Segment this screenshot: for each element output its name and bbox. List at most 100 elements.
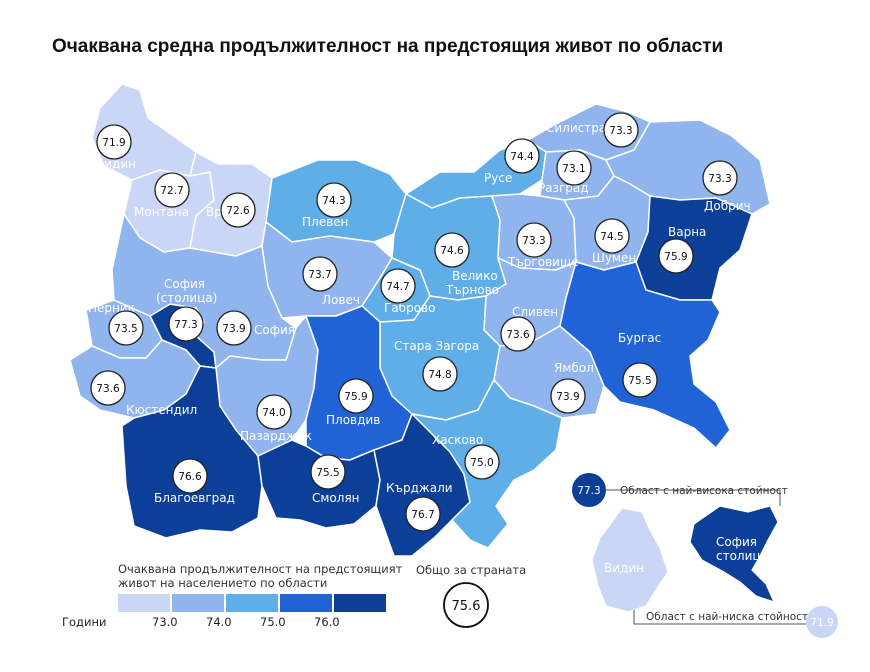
inset-sofia-capital-label-1: София	[716, 535, 757, 549]
country-total-badge: 75.6	[443, 582, 489, 628]
badge-smolyan: 75.5	[310, 454, 346, 490]
badge-shumen: 74.5	[594, 218, 630, 254]
svg-text:73.3: 73.3	[609, 125, 632, 137]
badge-blagoevgrad: 76.6	[172, 458, 208, 494]
badge-varna: 75.9	[658, 238, 694, 274]
label-sofia-capital-2: (столица)	[156, 291, 217, 305]
country-total-label: Общо за страната	[416, 563, 527, 577]
label-haskovo: Хасково	[432, 433, 483, 447]
badge-yambol: 73.9	[550, 378, 586, 414]
label-plovdiv: Пловдив	[326, 413, 380, 427]
legend-swatch-3	[226, 594, 278, 612]
inset-vidin-shape	[591, 507, 669, 613]
svg-text:71.9: 71.9	[102, 137, 125, 149]
highest-value-dot	[572, 473, 606, 507]
badge-sofia: 73.9	[216, 310, 252, 346]
inset-panel: 77.3 Област с най-висока стойност Видин …	[572, 473, 838, 638]
svg-text:74.8: 74.8	[428, 369, 451, 381]
legend-tick: 76.0	[314, 615, 340, 629]
badge-burgas: 75.5	[622, 362, 658, 398]
svg-text:73.3: 73.3	[708, 173, 731, 185]
legend-swatch-5	[334, 594, 386, 612]
svg-text:73.6: 73.6	[96, 383, 120, 395]
svg-text:77.3: 77.3	[577, 485, 600, 497]
label-varna: Варна	[668, 225, 706, 239]
legend-title-line2: живот на населението по области	[118, 576, 328, 590]
svg-text:71.9: 71.9	[810, 617, 833, 629]
svg-text:73.9: 73.9	[222, 323, 245, 335]
svg-text:73.6: 73.6	[506, 329, 530, 341]
label-blagoevgrad: Благоевград	[154, 491, 235, 505]
label-gabrovo: Габрово	[384, 301, 435, 315]
label-silistra: Силистра	[546, 121, 606, 135]
label-lovech: Ловеч	[322, 293, 360, 307]
region-varna[interactable]	[635, 195, 753, 301]
svg-text:73.3: 73.3	[522, 235, 545, 247]
label-targovishte: Търговище	[507, 255, 579, 269]
svg-text:75.5: 75.5	[628, 375, 651, 387]
badge-razgrad: 73.1	[556, 150, 592, 186]
label-stara-zagora: Стара Загора	[394, 339, 479, 353]
badge-sofia-capital: 77.3	[168, 306, 204, 342]
badge-montana: 72.7	[154, 172, 190, 208]
legend-tick: 73.0	[152, 615, 178, 629]
inset-sofia-capital-shape	[689, 505, 779, 603]
svg-text:77.3: 77.3	[174, 319, 197, 331]
legend-title: Очаквана продължителност на предстоящият…	[118, 562, 408, 590]
label-sliven: Сливен	[512, 305, 558, 319]
badge-kyustendil: 73.6	[90, 370, 126, 406]
lowest-value-dot	[806, 606, 838, 638]
label-sofia-capital-1: София	[164, 277, 205, 291]
badge-stara-zagora: 74.8	[422, 356, 458, 392]
label-pazardzhik: Пазарджик	[240, 429, 312, 443]
legend-title-line1: Очаквана продължителност на предстоящият	[118, 562, 403, 576]
inset-sofia-capital-label-2: столица	[716, 549, 768, 563]
svg-text:74.3: 74.3	[322, 195, 345, 207]
label-veliko-tarnovo-2: Търново	[445, 283, 499, 297]
badge-vratsa: 72.6	[220, 192, 256, 228]
label-smolyan: Смолян	[312, 491, 360, 505]
label-vidin: Видин	[96, 157, 136, 171]
svg-text:76.7: 76.7	[411, 509, 434, 521]
label-burgas: Бургас	[618, 331, 661, 345]
svg-text:75.9: 75.9	[344, 391, 367, 403]
svg-text:75.6: 75.6	[452, 599, 481, 614]
svg-text:73.7: 73.7	[308, 269, 331, 281]
region-burgas[interactable]	[559, 261, 731, 449]
legend-units: Години	[62, 615, 107, 629]
badge-pleven: 74.3	[316, 182, 352, 218]
label-shumen: Шумен	[592, 251, 636, 265]
badge-pernik: 73.5	[108, 310, 144, 346]
label-veliko-tarnovo-1: Велико	[452, 269, 498, 283]
label-sofia: София	[254, 323, 295, 337]
label-montana: Монтана	[134, 205, 189, 219]
badge-kardzhali: 76.7	[405, 496, 441, 532]
svg-text:74.7: 74.7	[386, 281, 409, 293]
badge-dobrich: 73.3	[702, 160, 738, 196]
badge-sliven: 73.6	[500, 316, 536, 352]
badge-plovdiv: 75.9	[338, 378, 374, 414]
svg-text:74.5: 74.5	[600, 231, 623, 243]
label-yambol: Ямбол	[554, 361, 594, 375]
badge-targovishte: 73.3	[516, 222, 552, 258]
badge-silistra: 73.3	[603, 112, 639, 148]
svg-text:74.0: 74.0	[262, 407, 285, 419]
inset-vidin-label: Видин	[604, 561, 644, 575]
badge-haskovo: 75.0	[464, 444, 500, 480]
legend-swatch-1	[118, 594, 170, 612]
svg-text:75.5: 75.5	[316, 467, 339, 479]
value-badges: 71.9 72.7 72.6 74.3 74.4 73.3 73.1 73.3 …	[90, 112, 738, 532]
svg-text:73.9: 73.9	[556, 391, 579, 403]
svg-text:76.6: 76.6	[178, 471, 202, 483]
badge-vidin: 71.9	[96, 124, 132, 160]
label-pleven: Плевен	[302, 215, 348, 229]
svg-text:73.5: 73.5	[114, 323, 137, 335]
label-ruse: Русе	[484, 171, 512, 185]
badge-veliko-tarnovo: 74.6	[434, 232, 470, 268]
svg-text:72.7: 72.7	[160, 185, 183, 197]
highest-note: Област с най-висока стойност	[620, 485, 788, 497]
legend-swatch-4	[280, 594, 332, 612]
legend-tick: 74.0	[206, 615, 232, 629]
badge-lovech: 73.7	[302, 256, 338, 292]
